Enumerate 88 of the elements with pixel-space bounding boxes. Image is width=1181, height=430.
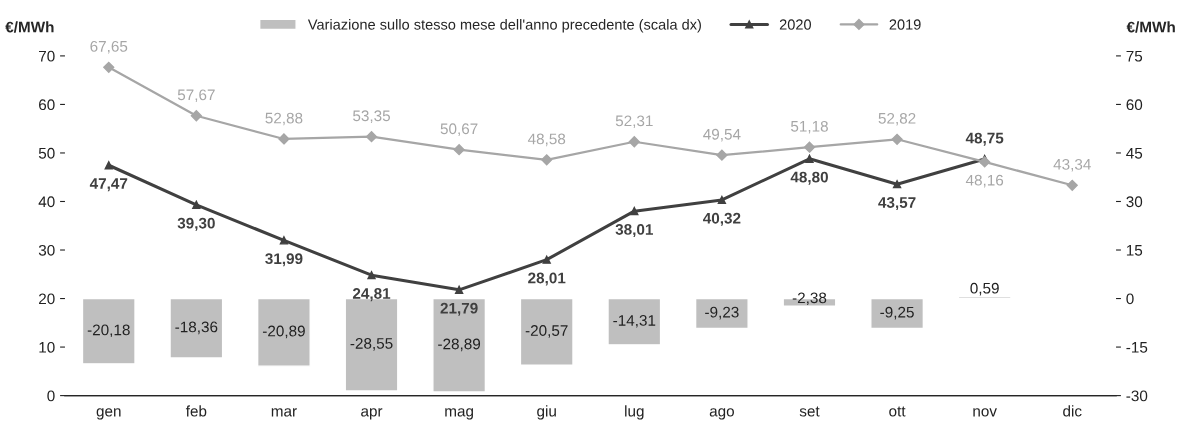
x-tick-label: dic bbox=[1063, 405, 1082, 417]
data-label: -20,89 bbox=[262, 325, 305, 339]
point bbox=[803, 141, 816, 153]
y-tick-label: 30 bbox=[38, 244, 55, 256]
data-label: 51,18 bbox=[790, 120, 828, 134]
data-label: 28,01 bbox=[528, 272, 566, 286]
data-label: 0,59 bbox=[970, 282, 999, 296]
y2-tick-label: -30 bbox=[1126, 390, 1148, 402]
x-tick-label: apr bbox=[361, 408, 383, 420]
data-label: 48,75 bbox=[965, 132, 1004, 146]
data-label: -9,23 bbox=[705, 306, 739, 320]
data-label: 47,47 bbox=[89, 178, 128, 192]
x-tick-label: giu bbox=[537, 405, 556, 420]
data-label: 52,82 bbox=[878, 112, 916, 126]
data-label: 50,67 bbox=[440, 123, 478, 136]
data-label: 24,81 bbox=[352, 288, 391, 302]
data-label: -2,38 bbox=[792, 292, 827, 306]
x-tick-label: ago bbox=[709, 408, 734, 420]
y-tick-label: 10 bbox=[39, 341, 55, 353]
x-tick-label: feb bbox=[185, 405, 207, 417]
point bbox=[717, 195, 727, 205]
point bbox=[630, 206, 639, 216]
y2-tick-label: 30 bbox=[1126, 196, 1143, 208]
point bbox=[103, 61, 115, 73]
point bbox=[190, 110, 202, 122]
data-label: 31,99 bbox=[265, 253, 303, 267]
data-label: 40,32 bbox=[703, 212, 741, 226]
y-tick-label: 40 bbox=[38, 196, 55, 208]
y2-tick-label: 45 bbox=[1126, 147, 1143, 159]
data-label: -18,36 bbox=[175, 321, 218, 335]
data-label: -28,89 bbox=[438, 338, 481, 352]
point bbox=[365, 131, 378, 143]
legend-label: 2020 bbox=[779, 19, 812, 30]
x-tick-label: ott bbox=[889, 406, 906, 417]
point bbox=[716, 149, 728, 161]
point bbox=[367, 271, 376, 280]
legend-label: Variazione sullo stesso mese dell'anno precedente (scala dx) bbox=[307, 18, 701, 33]
data-label: 21,79 bbox=[440, 302, 478, 316]
point bbox=[892, 179, 902, 189]
point bbox=[805, 154, 814, 163]
data-label: 43,57 bbox=[878, 197, 916, 211]
x-tick-label: mag bbox=[445, 408, 473, 420]
point bbox=[192, 200, 201, 210]
y2-tick-label: 75 bbox=[1126, 50, 1143, 62]
point bbox=[104, 161, 113, 170]
data-label: 48,58 bbox=[527, 133, 566, 147]
data-label: 39,30 bbox=[177, 217, 215, 231]
y2-tick-label: 60 bbox=[1126, 99, 1143, 111]
data-label: -20,18 bbox=[87, 324, 130, 338]
x-tick-label: set bbox=[799, 406, 820, 417]
data-label: 52,31 bbox=[615, 115, 653, 129]
point bbox=[279, 236, 289, 245]
y-tick-label: 70 bbox=[39, 50, 55, 62]
y-tick-label: 60 bbox=[39, 99, 55, 111]
point bbox=[542, 255, 551, 264]
x-tick-label: nov bbox=[973, 408, 997, 417]
x-tick-label: mar bbox=[271, 408, 297, 417]
data-label: 67,65 bbox=[90, 40, 128, 54]
y-tick-label: 0 bbox=[47, 390, 55, 402]
data-label: 38,01 bbox=[615, 224, 653, 238]
y2-tick-label: 15 bbox=[1126, 245, 1143, 256]
y-tick-label: 20 bbox=[39, 293, 55, 305]
y2-tick-label: 0 bbox=[1126, 293, 1134, 305]
point bbox=[541, 154, 553, 166]
point bbox=[453, 144, 465, 156]
point bbox=[979, 156, 991, 168]
data-label: 48,16 bbox=[965, 174, 1004, 188]
data-label: 57,67 bbox=[177, 89, 215, 103]
data-label: 52,88 bbox=[265, 112, 303, 126]
data-label: 53,35 bbox=[353, 110, 390, 123]
y-tick-label: 50 bbox=[38, 147, 55, 159]
point bbox=[1066, 179, 1078, 191]
y2-tick-label: -15 bbox=[1126, 342, 1148, 353]
x-tick-label: gen bbox=[96, 408, 121, 420]
point bbox=[628, 136, 640, 148]
data-label: -9,25 bbox=[880, 306, 914, 320]
point bbox=[891, 133, 903, 145]
data-label: 49,54 bbox=[703, 128, 741, 142]
y2-axis-title: €/MWh bbox=[1126, 21, 1175, 33]
legend-label: 2019 bbox=[889, 19, 921, 30]
data-label: -20,57 bbox=[525, 325, 568, 338]
data-label: -14,31 bbox=[613, 314, 656, 328]
y-axis-title: €/MWh bbox=[5, 21, 54, 33]
data-label: 48,80 bbox=[790, 171, 828, 185]
data-label: -28,55 bbox=[350, 338, 393, 351]
x-tick-label: lug bbox=[625, 405, 644, 420]
point bbox=[454, 285, 464, 295]
data-label: 43,34 bbox=[1053, 158, 1091, 172]
